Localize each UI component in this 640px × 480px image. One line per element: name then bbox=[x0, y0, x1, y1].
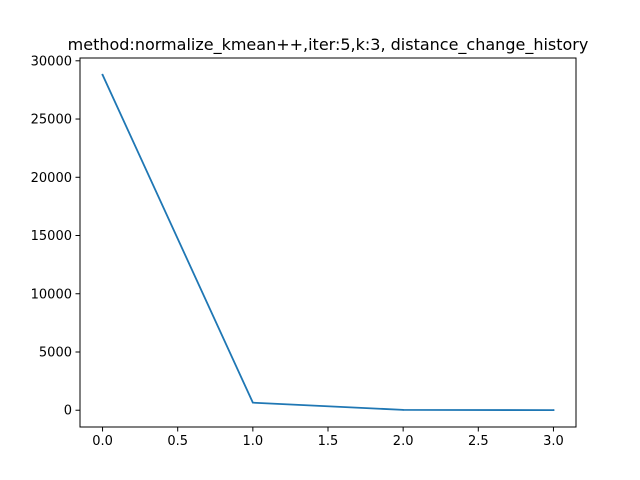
y-tick-label: 20000 bbox=[31, 171, 72, 186]
x-tick-label: 0.5 bbox=[167, 434, 188, 449]
y-tick-label: 15000 bbox=[31, 229, 72, 244]
data-point bbox=[402, 408, 405, 411]
x-tick-label: 2.0 bbox=[393, 434, 414, 449]
x-tick-label: 1.5 bbox=[318, 434, 339, 449]
y-tick-label: 30000 bbox=[31, 54, 72, 69]
x-tick-label: 0.0 bbox=[92, 434, 113, 449]
y-tick-label: 5000 bbox=[39, 345, 72, 360]
y-tick-label: 0 bbox=[64, 404, 72, 419]
chart-title: method:normalize_kmean++,iter:5,k:3, dis… bbox=[68, 35, 589, 55]
series-line-0 bbox=[101, 73, 555, 412]
plot-area bbox=[101, 73, 555, 412]
x-tick-label: 3.0 bbox=[543, 434, 564, 449]
data-point bbox=[101, 73, 104, 76]
ticks: 0.0 0.5 1.0 1.5 2.0 2.5 3.0 0 5000 10000 15000 2000… bbox=[31, 54, 564, 449]
y-tick-label: 25000 bbox=[31, 113, 72, 128]
data-point bbox=[552, 409, 555, 412]
x-tick-label: 2.5 bbox=[468, 434, 489, 449]
y-tick-label: 10000 bbox=[31, 287, 72, 302]
data-point bbox=[251, 401, 254, 404]
x-tick-label: 1.0 bbox=[243, 434, 264, 449]
